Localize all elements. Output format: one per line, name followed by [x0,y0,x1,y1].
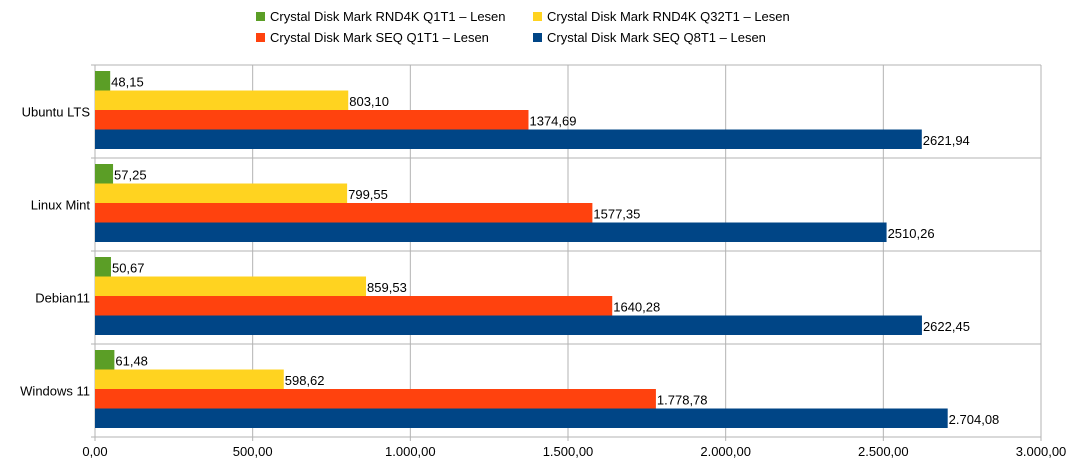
data-label: 61,48 [115,354,148,369]
legend: Crystal Disk Mark RND4K Q1T1 – Lesen Cry… [256,4,816,48]
legend-label: Crystal Disk Mark SEQ Q1T1 – Lesen [270,29,489,45]
bar [95,90,349,110]
legend-swatch [533,32,542,42]
bar [95,222,887,242]
bar [95,129,922,149]
data-label: 57,25 [114,168,147,183]
bar [95,296,613,316]
data-label: 2622,45 [923,319,970,334]
data-label: 803,10 [349,94,389,109]
bar [95,369,284,389]
bar [95,257,111,277]
category-label: Linux Mint [31,198,91,213]
bar [95,183,348,203]
legend-item-seq-q1t1: Crystal Disk Mark SEQ Q1T1 – Lesen [256,28,489,46]
data-label: 48,15 [111,75,144,90]
legend-item-rnd4k-q1t1: Crystal Disk Mark RND4K Q1T1 – Lesen [256,7,506,25]
data-label: 2.704,08 [949,412,1000,427]
x-tick-label: 1.000,00 [385,444,436,459]
bar [95,203,593,223]
bar [95,350,115,370]
bar [95,408,948,428]
category-label: Debian11 [35,291,90,306]
bar [95,110,529,130]
data-label: 1640,28 [613,300,660,315]
legend-swatch [256,11,265,21]
data-label: 799,55 [348,187,388,202]
data-label: 598,62 [285,373,325,388]
x-tick-label: 0,00 [82,444,107,459]
bar [95,276,367,296]
bar [95,164,114,184]
x-tick-label: 3.000,00 [1016,444,1067,459]
bar [95,71,111,91]
data-label: 2510,26 [888,226,935,241]
data-label: 2621,94 [923,133,970,148]
data-label: 859,53 [367,280,407,295]
data-label: 1374,69 [529,114,576,129]
data-label: 1.778,78 [657,393,708,408]
legend-swatch [533,11,542,21]
legend-item-rnd4k-q32t1: Crystal Disk Mark RND4K Q32T1 – Lesen [533,7,790,25]
legend-label: Crystal Disk Mark RND4K Q1T1 – Lesen [270,8,506,24]
category-label: Ubuntu LTS [22,105,91,120]
x-tick-label: 2.500,00 [858,444,909,459]
data-label: 50,67 [112,261,145,276]
data-label: 1577,35 [593,207,640,222]
x-tick-label: 500,00 [233,444,273,459]
legend-item-seq-q8t1: Crystal Disk Mark SEQ Q8T1 – Lesen [533,28,766,46]
legend-label: Crystal Disk Mark RND4K Q32T1 – Lesen [547,8,790,24]
legend-label: Crystal Disk Mark SEQ Q8T1 – Lesen [547,29,766,45]
category-label: Windows 11 [20,384,90,399]
bar [95,389,656,409]
bar [95,315,922,335]
x-tick-label: 1.500,00 [543,444,594,459]
x-tick-label: 2.000,00 [700,444,751,459]
legend-swatch [256,32,265,42]
